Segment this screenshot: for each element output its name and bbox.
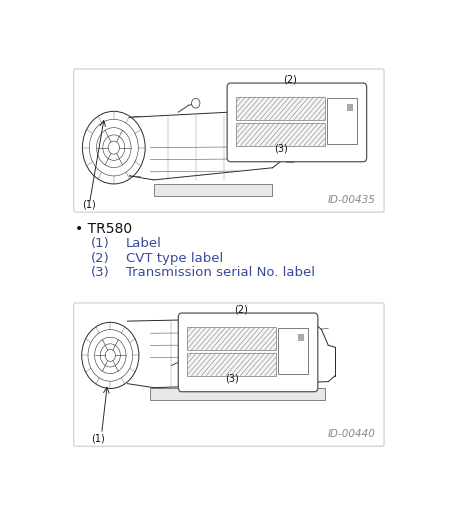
Text: Transmission serial No. label: Transmission serial No. label [126,266,315,279]
Bar [187,327,276,350]
Text: ID-00440: ID-00440 [328,429,375,439]
Text: (2): (2) [284,74,297,85]
FancyBboxPatch shape [227,83,367,162]
Text: CVT type label: CVT type label [126,252,223,265]
Bar [298,334,304,341]
Bar [346,104,353,111]
Bar [154,184,273,196]
Text: (1): (1) [91,434,105,444]
Text: (2): (2) [234,304,248,314]
Text: (3): (3) [274,144,288,154]
Bar [278,328,308,374]
Text: (3): (3) [91,266,110,279]
Bar [327,97,357,145]
Text: (3): (3) [225,374,239,384]
Text: (1): (1) [82,200,96,210]
Circle shape [192,99,200,108]
FancyBboxPatch shape [74,69,384,212]
Bar [236,123,325,146]
Text: Label: Label [126,237,162,250]
Bar [236,97,325,120]
FancyBboxPatch shape [74,303,384,446]
Text: ID-00435: ID-00435 [328,195,375,205]
Bar [187,353,276,376]
Bar [150,388,325,400]
Text: (1): (1) [91,237,110,250]
Text: • TR580: • TR580 [76,222,133,236]
FancyBboxPatch shape [178,313,318,392]
Text: (2): (2) [91,252,110,265]
